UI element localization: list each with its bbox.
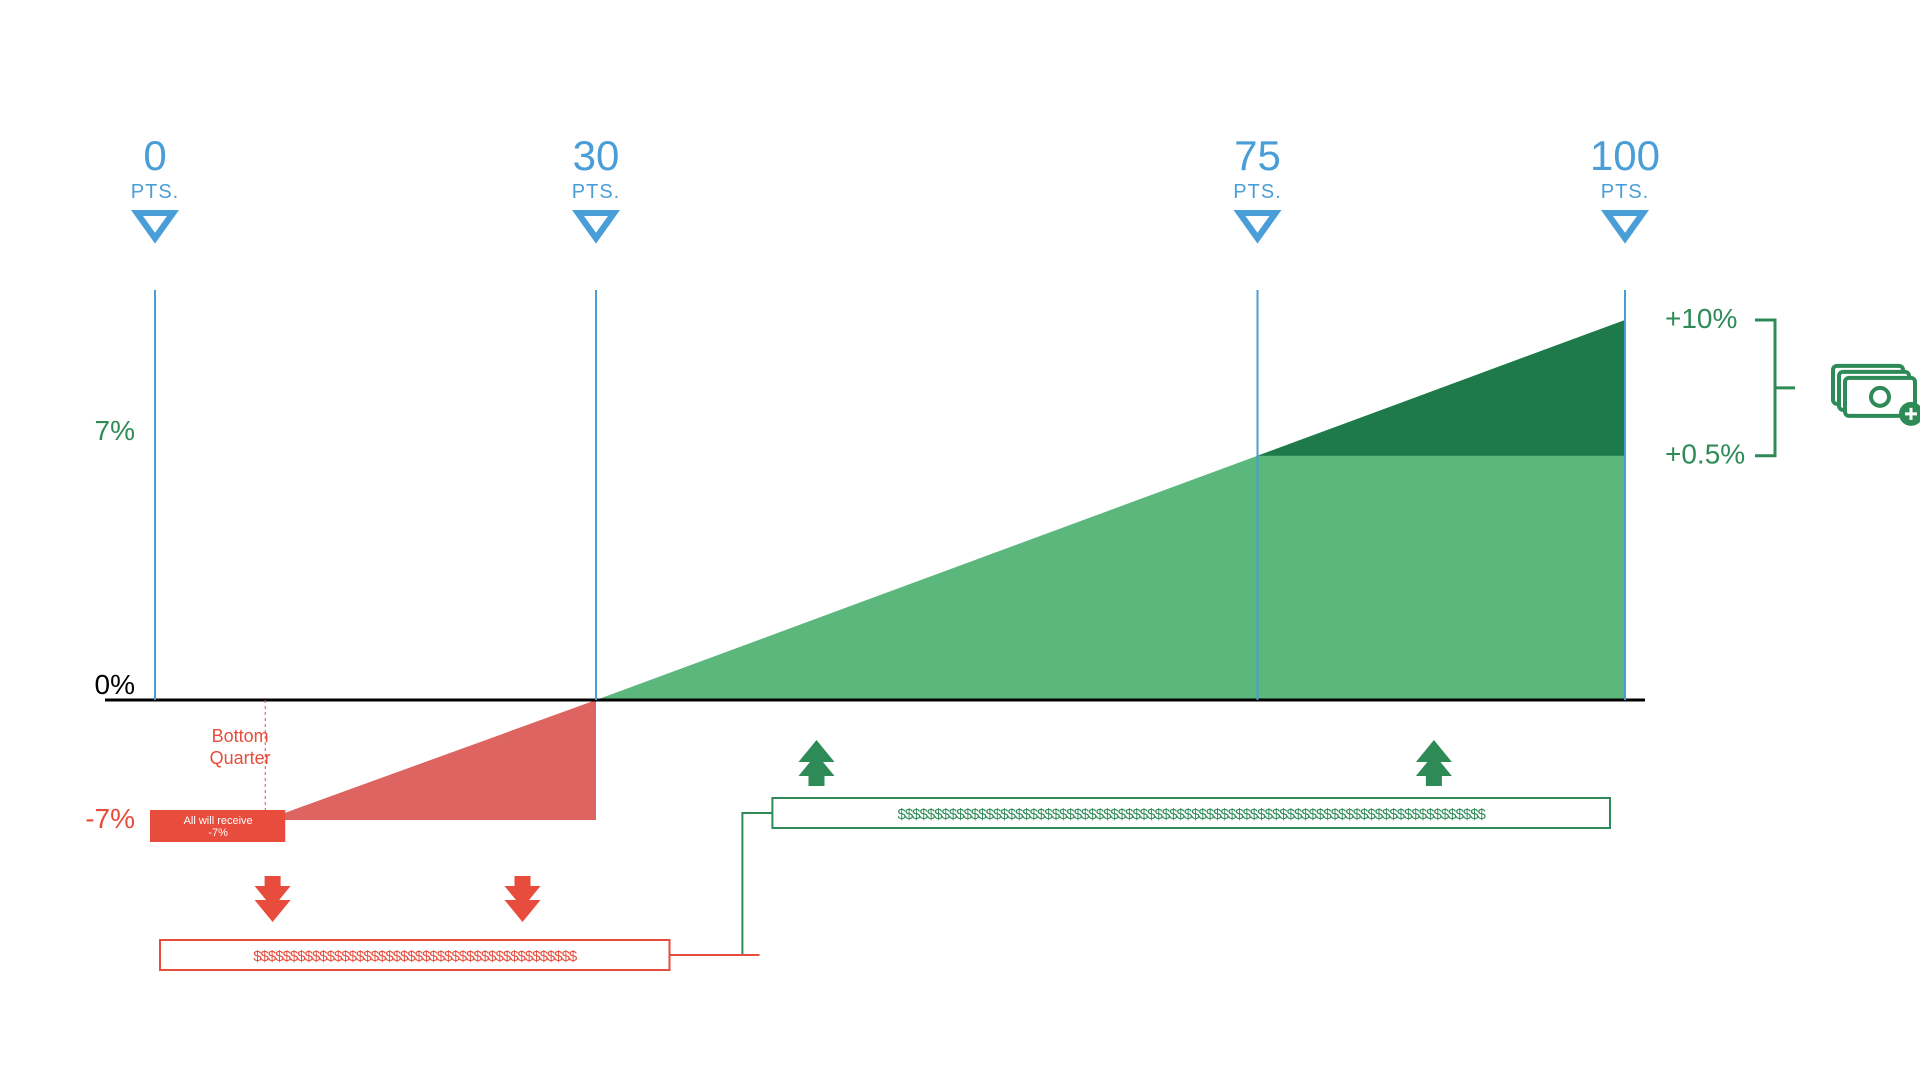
red-wedge bbox=[265, 700, 596, 820]
bottom-quarter-l1: Bottom bbox=[212, 726, 269, 746]
label-zero-pct: 0% bbox=[95, 669, 135, 700]
diagram-stage: 0PTS.30PTS.75PTS.100PTS.7%0%-7%+10%+0.5%… bbox=[0, 0, 1920, 1080]
down-arrow-icon bbox=[505, 900, 541, 922]
connector-line bbox=[670, 813, 773, 955]
marker-value: 0 bbox=[143, 132, 166, 179]
label-pos-7pct: 7% bbox=[95, 415, 135, 446]
all-receive-l1: All will receive bbox=[184, 815, 253, 827]
up-arrow-stem bbox=[809, 768, 825, 786]
bracket-icon bbox=[1755, 320, 1795, 456]
marker-unit: PTS. bbox=[1601, 181, 1649, 203]
marker-unit: PTS. bbox=[1233, 181, 1281, 203]
marker-value: 30 bbox=[573, 132, 620, 179]
marker-unit: PTS. bbox=[131, 181, 179, 203]
marker-value: 75 bbox=[1234, 132, 1281, 179]
bottom-quarter-l2: Quarter bbox=[210, 748, 271, 768]
red-dollar-text: $$$$$$$$$$$$$$$$$$$$$$$$$$$$$$$$$$$$$$$$… bbox=[253, 948, 578, 965]
marker-value: 100 bbox=[1590, 132, 1660, 179]
up-arrow-stem bbox=[1426, 768, 1442, 786]
all-receive-l2: -7% bbox=[208, 827, 228, 839]
label-neg-7pct: -7% bbox=[85, 803, 135, 834]
label-plus-05: +0.5% bbox=[1665, 439, 1745, 470]
marker-unit: PTS. bbox=[572, 181, 620, 203]
label-plus-10: +10% bbox=[1665, 303, 1737, 334]
down-arrow-icon bbox=[255, 900, 291, 922]
green-dollar-text: $$$$$$$$$$$$$$$$$$$$$$$$$$$$$$$$$$$$$$$$… bbox=[898, 806, 1487, 823]
